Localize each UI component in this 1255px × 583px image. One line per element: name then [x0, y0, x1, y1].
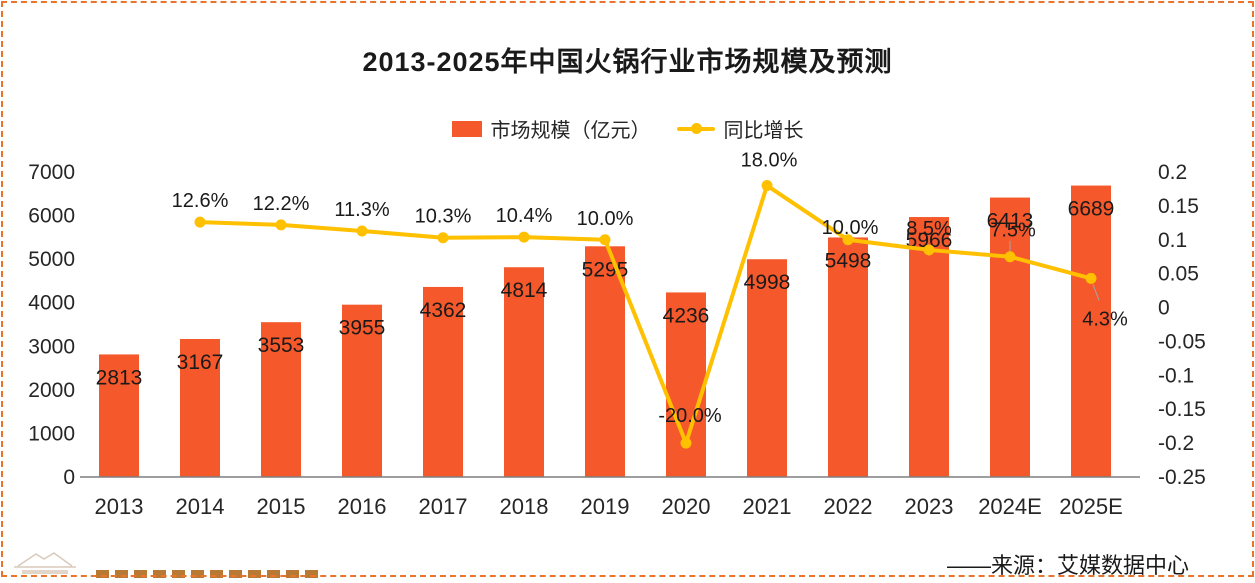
- bar: [909, 217, 949, 477]
- right-axis-tick: 0: [1158, 297, 1170, 320]
- watermark: [10, 544, 570, 578]
- bar-value-label: 6689: [1068, 198, 1115, 221]
- growth-value-label: 18.0%: [741, 150, 798, 172]
- right-axis-tick: 0.05: [1158, 263, 1199, 286]
- x-axis-label: 2021: [743, 494, 792, 519]
- bar-value-label: 4362: [420, 299, 467, 322]
- legend-label-market-size: 市场规模（亿元）: [490, 120, 651, 142]
- right-axis-tick: -0.25: [1158, 466, 1206, 489]
- x-axis-label: 2019: [581, 494, 630, 519]
- growth-value-label: 10.0%: [822, 217, 879, 239]
- legend: 市场规模（亿元） 同比增长: [0, 114, 1255, 143]
- growth-marker: [599, 234, 611, 246]
- bar-value-label: 4998: [744, 271, 791, 294]
- right-axis-tick: -0.05: [1158, 330, 1206, 353]
- bar: [180, 339, 220, 477]
- legend-item-growth: 同比增长: [676, 114, 804, 143]
- right-axis-tick: -0.15: [1158, 398, 1206, 421]
- watermark-text-fragment: [96, 570, 318, 578]
- bar-value-label: 4236: [663, 304, 710, 327]
- right-axis-tick: -0.1: [1158, 364, 1194, 387]
- left-axis-tick: 4000: [28, 292, 75, 315]
- growth-marker: [1004, 251, 1016, 263]
- left-axis-tick: 5000: [28, 248, 75, 271]
- bar: [342, 304, 382, 477]
- growth-value-label: 12.2%: [253, 193, 310, 215]
- x-axis-label: 2014: [176, 494, 225, 519]
- left-axis-tick: 2000: [28, 379, 75, 402]
- bar-value-label: 5498: [825, 249, 872, 272]
- line-marker-dot-icon: [690, 123, 702, 134]
- growth-value-label: 8.5%: [906, 218, 952, 240]
- bar-value-label: 3553: [258, 334, 305, 357]
- x-axis-label: 2020: [662, 494, 711, 519]
- bar: [828, 237, 868, 477]
- left-axis-tick: 3000: [28, 335, 75, 358]
- growth-value-label: 11.3%: [334, 199, 389, 221]
- x-axis-label: 2016: [338, 494, 387, 519]
- chart-title: 2013-2025年中国火锅行业市场规模及预测: [362, 47, 893, 77]
- bar: [261, 322, 301, 477]
- x-axis-label: 2015: [257, 494, 306, 519]
- growth-value-label: 10.0%: [577, 208, 634, 230]
- growth-value-label: 4.3%: [1082, 308, 1128, 330]
- legend-item-market-size: 市场规模（亿元）: [451, 114, 651, 143]
- bar: [747, 259, 787, 477]
- x-axis-label: 2024E: [978, 494, 1042, 519]
- growth-value-label: 10.4%: [496, 205, 553, 227]
- bar-value-label: 2813: [96, 366, 143, 389]
- growth-line: [198, 183, 1093, 446]
- line-legend-swatch-icon: [676, 123, 715, 134]
- x-axis-label: 2025E: [1059, 494, 1123, 519]
- growth-marker: [1085, 272, 1097, 284]
- source-caption: ——来源：艾媒数据中心: [946, 553, 1189, 578]
- growth-marker: [680, 437, 692, 449]
- growth-value-label: -20.0%: [658, 405, 722, 427]
- bar: [585, 246, 625, 477]
- growth-value-label: 7.5%: [990, 220, 1036, 242]
- x-axis-label: 2023: [905, 494, 954, 519]
- left-axis-tick: 0: [63, 466, 75, 489]
- growth-marker: [194, 216, 206, 228]
- bar-legend-swatch-icon: [451, 120, 482, 137]
- x-axis-label: 2022: [824, 494, 873, 519]
- x-axis-label: 2017: [419, 494, 468, 519]
- growth-marker: [437, 232, 449, 244]
- growth-marker: [761, 180, 773, 192]
- left-axis-tick: 1000: [28, 422, 75, 445]
- bar-value-label: 4814: [501, 279, 548, 302]
- right-axis-tick: -0.2: [1158, 432, 1194, 455]
- right-axis-tick: 0.15: [1158, 195, 1199, 218]
- growth-value-label: 10.3%: [415, 206, 472, 228]
- bar: [99, 354, 139, 477]
- growth-value-label: 12.6%: [172, 190, 229, 212]
- growth-marker: [275, 219, 287, 231]
- x-axis-label: 2018: [500, 494, 549, 519]
- x-axis-label: 2013: [95, 494, 144, 519]
- bar-value-label: 3955: [339, 317, 386, 340]
- legend-label-growth: 同比增长: [723, 120, 804, 142]
- bar-value-label: 6413: [987, 210, 1034, 233]
- left-axis-tick: 7000: [28, 161, 75, 184]
- right-axis-tick: 0.2: [1158, 161, 1187, 184]
- bar-value-label: 5966: [906, 229, 953, 252]
- bar: [504, 267, 544, 477]
- left-axis-tick: 6000: [28, 205, 75, 228]
- growth-marker: [356, 225, 368, 237]
- right-axis-tick: 0.1: [1158, 229, 1187, 252]
- growth-marker: [923, 244, 935, 256]
- leader-line: [1092, 284, 1100, 301]
- bar: [1071, 185, 1111, 477]
- bar: [423, 286, 463, 477]
- watermark-mountain-logo-icon: [14, 552, 76, 574]
- growth-marker: [842, 234, 854, 246]
- growth-marker: [518, 231, 530, 243]
- bar-value-label: 3167: [177, 351, 224, 374]
